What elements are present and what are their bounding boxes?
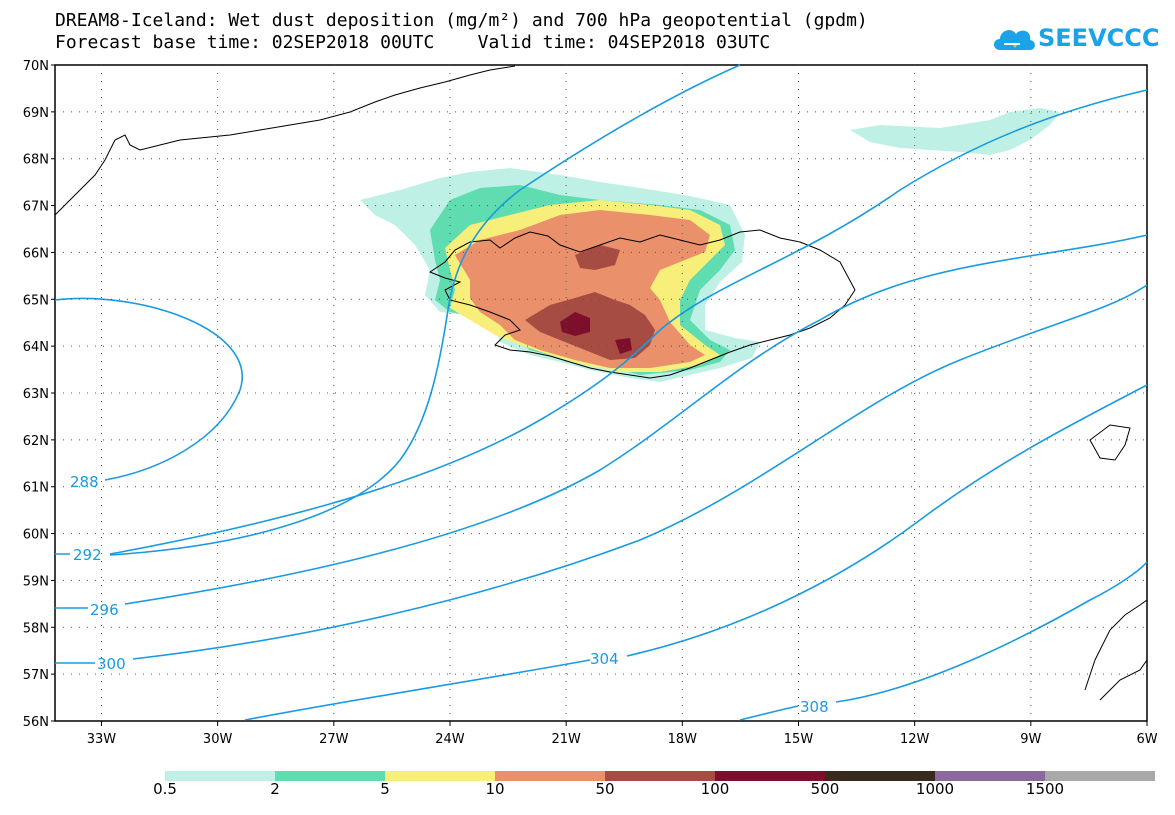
contour-308 (739, 561, 1148, 721)
lat-label: 69N (23, 106, 49, 121)
axis-labels: 70N 69N 68N 67N 66N 65N 64N 63N 62N 61N 60N 59N 58N 5… (23, 59, 1158, 747)
lat-label: 56N (23, 715, 49, 730)
lat-label: 58N (23, 621, 49, 636)
lat-label: 63N (23, 387, 49, 402)
colorbar-swatch (935, 771, 1045, 781)
dust-deposition-field (360, 108, 1060, 382)
lon-label: 15W (784, 732, 814, 747)
lat-label: 65N (23, 293, 49, 308)
lat-label: 70N (23, 59, 49, 74)
map-frame (54, 64, 1148, 722)
contour-label-288: 288 (70, 473, 99, 491)
lon-label: 18W (668, 732, 698, 747)
contour-288-b (109, 309, 449, 556)
lat-label: 64N (23, 340, 49, 355)
colorbar-label: 10 (485, 780, 505, 798)
lat-label: 66N (23, 246, 49, 261)
contour-label-308: 308 (800, 698, 829, 716)
colorbar (165, 771, 1155, 781)
lat-label: 59N (23, 574, 49, 589)
deposition-0.5-b (850, 108, 1060, 155)
seevccc-logo: SEEVCCC (990, 20, 1160, 56)
lat-label: 61N (23, 481, 49, 496)
colorbar-label: 2 (270, 780, 280, 798)
colorbar-label: 0.5 (153, 780, 177, 798)
faroe-coast (1089, 424, 1131, 461)
colorbar-swatch (1045, 771, 1155, 781)
contour-304 (244, 384, 1148, 721)
colorbar-label: 1500 (1025, 780, 1065, 798)
colorbar-swatch (165, 771, 275, 781)
colorbar-label: 500 (810, 780, 840, 798)
colorbar-label: 100 (700, 780, 730, 798)
lat-label: 68N (23, 153, 49, 168)
colorbar-swatch (275, 771, 385, 781)
deposition-100 (560, 312, 590, 336)
lon-label: 12W (900, 732, 930, 747)
lat-label: 62N (23, 434, 49, 449)
lat-label: 60N (23, 528, 49, 543)
colorbar-label: 50 (595, 780, 615, 798)
deposition-50-b (575, 245, 620, 270)
colorbar-swatch (495, 771, 605, 781)
lon-label: 33W (87, 732, 117, 747)
lat-label: 57N (23, 668, 49, 683)
colorbar-swatch (715, 771, 825, 781)
cloud-icon (994, 30, 1035, 50)
contour-label-group: 288 292 296 300 304 308 (70, 473, 829, 716)
lon-label: 6W (1136, 732, 1157, 747)
colorbar-label: 5 (380, 780, 390, 798)
lon-label: 24W (435, 732, 465, 747)
contour-label-292: 292 (73, 546, 102, 564)
map-title: DREAM8-Iceland: Wet dust deposition (mg/… (55, 10, 868, 31)
coastlines (54, 65, 1148, 701)
contour-288 (54, 297, 243, 481)
lat-label: 67N (23, 200, 49, 215)
colorbar-swatch (825, 771, 935, 781)
contour-292 (55, 89, 1148, 555)
greenland-coast (54, 65, 516, 216)
scotland-coast (1084, 599, 1148, 701)
colorbar-swatch (605, 771, 715, 781)
iceland-coast (428, 229, 856, 379)
contour-label-300: 300 (97, 655, 126, 673)
lon-label: 30W (203, 732, 233, 747)
colorbar-swatch (385, 771, 495, 781)
lon-label: 9W (1020, 732, 1041, 747)
graticule (55, 65, 1147, 721)
forecast-times: Forecast base time: 02SEP2018 00UTC Vali… (55, 32, 771, 53)
colorbar-label: 1000 (915, 780, 955, 798)
contour-label-296: 296 (90, 601, 119, 619)
contour-label-304: 304 (590, 650, 619, 668)
contour-296 (55, 234, 1148, 609)
contour-west-axis (447, 64, 741, 311)
lon-label: 21W (551, 732, 581, 747)
logo-text: SEEVCCC (1038, 24, 1160, 52)
lon-label: 27W (319, 732, 349, 747)
